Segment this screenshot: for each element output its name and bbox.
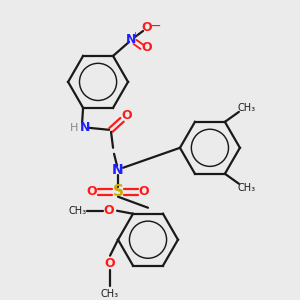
Text: CH₃: CH₃	[68, 206, 86, 216]
Text: CH₃: CH₃	[238, 183, 256, 193]
Text: S: S	[112, 184, 124, 199]
Text: CH₃: CH₃	[238, 103, 256, 113]
Text: −: −	[149, 19, 161, 33]
Text: N: N	[112, 163, 124, 177]
Text: CH₃: CH₃	[101, 289, 119, 298]
Text: +: +	[132, 32, 139, 40]
Text: O: O	[139, 185, 149, 198]
Text: O: O	[104, 204, 114, 217]
Text: O: O	[142, 22, 152, 34]
Text: O: O	[142, 41, 152, 55]
Text: O: O	[122, 109, 132, 122]
Text: N: N	[80, 121, 90, 134]
Text: O: O	[105, 257, 116, 270]
Text: H: H	[70, 123, 78, 133]
Text: O: O	[87, 185, 98, 198]
Text: N: N	[126, 34, 136, 46]
